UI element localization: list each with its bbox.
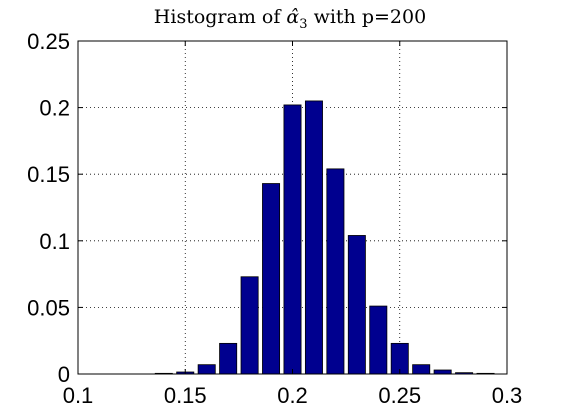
x-tick-label: 0.15 [164, 383, 207, 408]
histogram-bar [197, 364, 216, 375]
chart-title: Histogram of α̂3 with p=200 [154, 6, 426, 32]
x-tick-label: 0.25 [378, 383, 421, 408]
histogram-bar [283, 104, 302, 375]
chart-title-symbol: α̂ [286, 6, 299, 28]
y-tick-label: 0.1 [39, 229, 70, 254]
x-tick-label: 0.1 [63, 383, 94, 408]
histogram-bar [369, 305, 388, 375]
x-tick-labels: 0.1 0.15 0.2 0.25 0.3 [63, 383, 523, 408]
histogram-bar [219, 342, 238, 375]
bars [154, 100, 495, 375]
y-tick-label: 0.15 [27, 162, 70, 187]
y-tick-label: 0.05 [27, 295, 70, 320]
y-tick-labels: 0 0.05 0.1 0.15 0.2 0.25 [27, 29, 70, 387]
x-tick-label: 0.3 [492, 383, 523, 408]
chart-title-subscript: 3 [299, 17, 307, 32]
y-tick-label: 0.25 [27, 29, 70, 54]
y-tick-label: 0.2 [39, 96, 70, 121]
y-tick-label: 0 [58, 362, 70, 387]
histogram-bar [412, 364, 431, 375]
histogram-bar [326, 168, 345, 375]
histogram-bar [347, 235, 366, 375]
axis-ticks [77, 40, 508, 375]
chart-title-prefix: Histogram of [154, 6, 287, 28]
histogram-bar [240, 276, 259, 375]
histogram-bar [304, 100, 323, 375]
x-tick-label: 0.2 [277, 383, 308, 408]
histogram-bar [262, 183, 281, 375]
chart-title-suffix: with p=200 [308, 6, 427, 28]
histogram-bar [433, 369, 452, 375]
